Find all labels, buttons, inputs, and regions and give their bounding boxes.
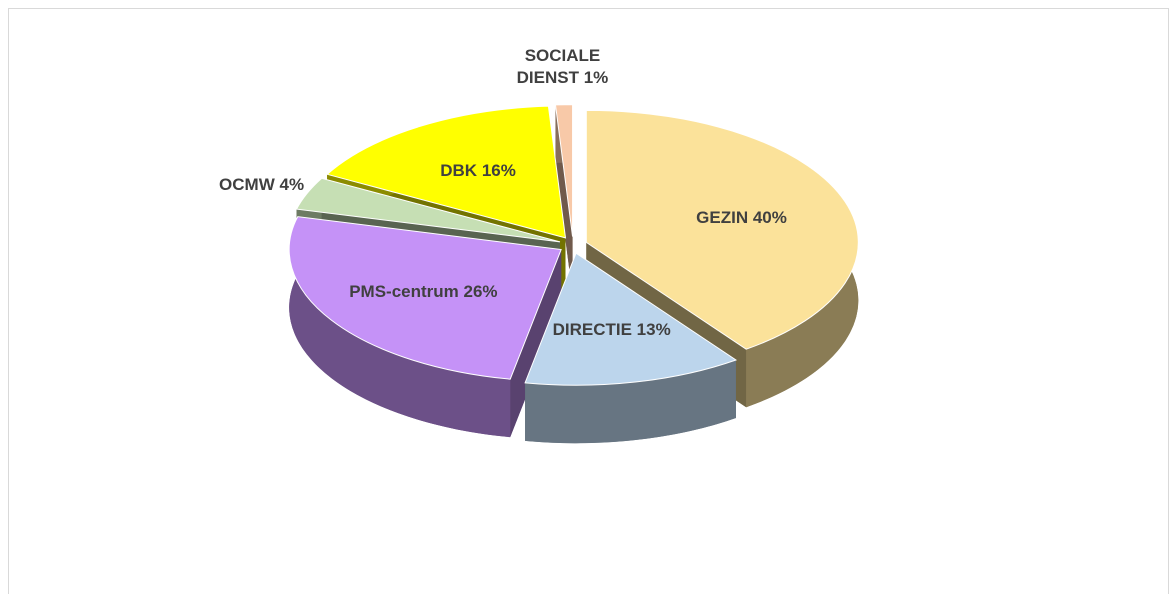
data-label: PMS-centrum 26% bbox=[349, 282, 497, 302]
slice-wall bbox=[525, 359, 736, 444]
category-label: DBK bbox=[440, 161, 478, 181]
value-label: 16% bbox=[481, 161, 516, 181]
category-label: GEZIN bbox=[696, 207, 749, 227]
value-label: 13% bbox=[636, 320, 671, 340]
category-label: OCMW bbox=[219, 174, 275, 194]
category-label: PMS-centrum bbox=[349, 281, 459, 301]
value-label: 40% bbox=[752, 207, 787, 227]
category-label: DIRECTIE bbox=[552, 320, 632, 340]
data-label: OCMW 4% bbox=[219, 175, 304, 195]
category-label: SOCIALE DIENST bbox=[516, 45, 601, 87]
slice bbox=[585, 109, 859, 350]
slice-wall bbox=[289, 216, 511, 438]
value-label: 26% bbox=[463, 281, 498, 301]
data-label: DIRECTIE 13% bbox=[553, 320, 671, 340]
slice bbox=[326, 105, 567, 239]
data-label: DBK 16% bbox=[440, 161, 516, 181]
value-label: 4% bbox=[279, 174, 305, 194]
data-label: GEZIN 40% bbox=[696, 208, 787, 228]
data-label: SOCIALE DIENST 1% bbox=[512, 45, 612, 89]
slice bbox=[554, 104, 574, 237]
slice bbox=[524, 252, 738, 386]
slice bbox=[295, 177, 561, 243]
value-label: 1% bbox=[583, 67, 609, 87]
slice bbox=[288, 216, 562, 380]
